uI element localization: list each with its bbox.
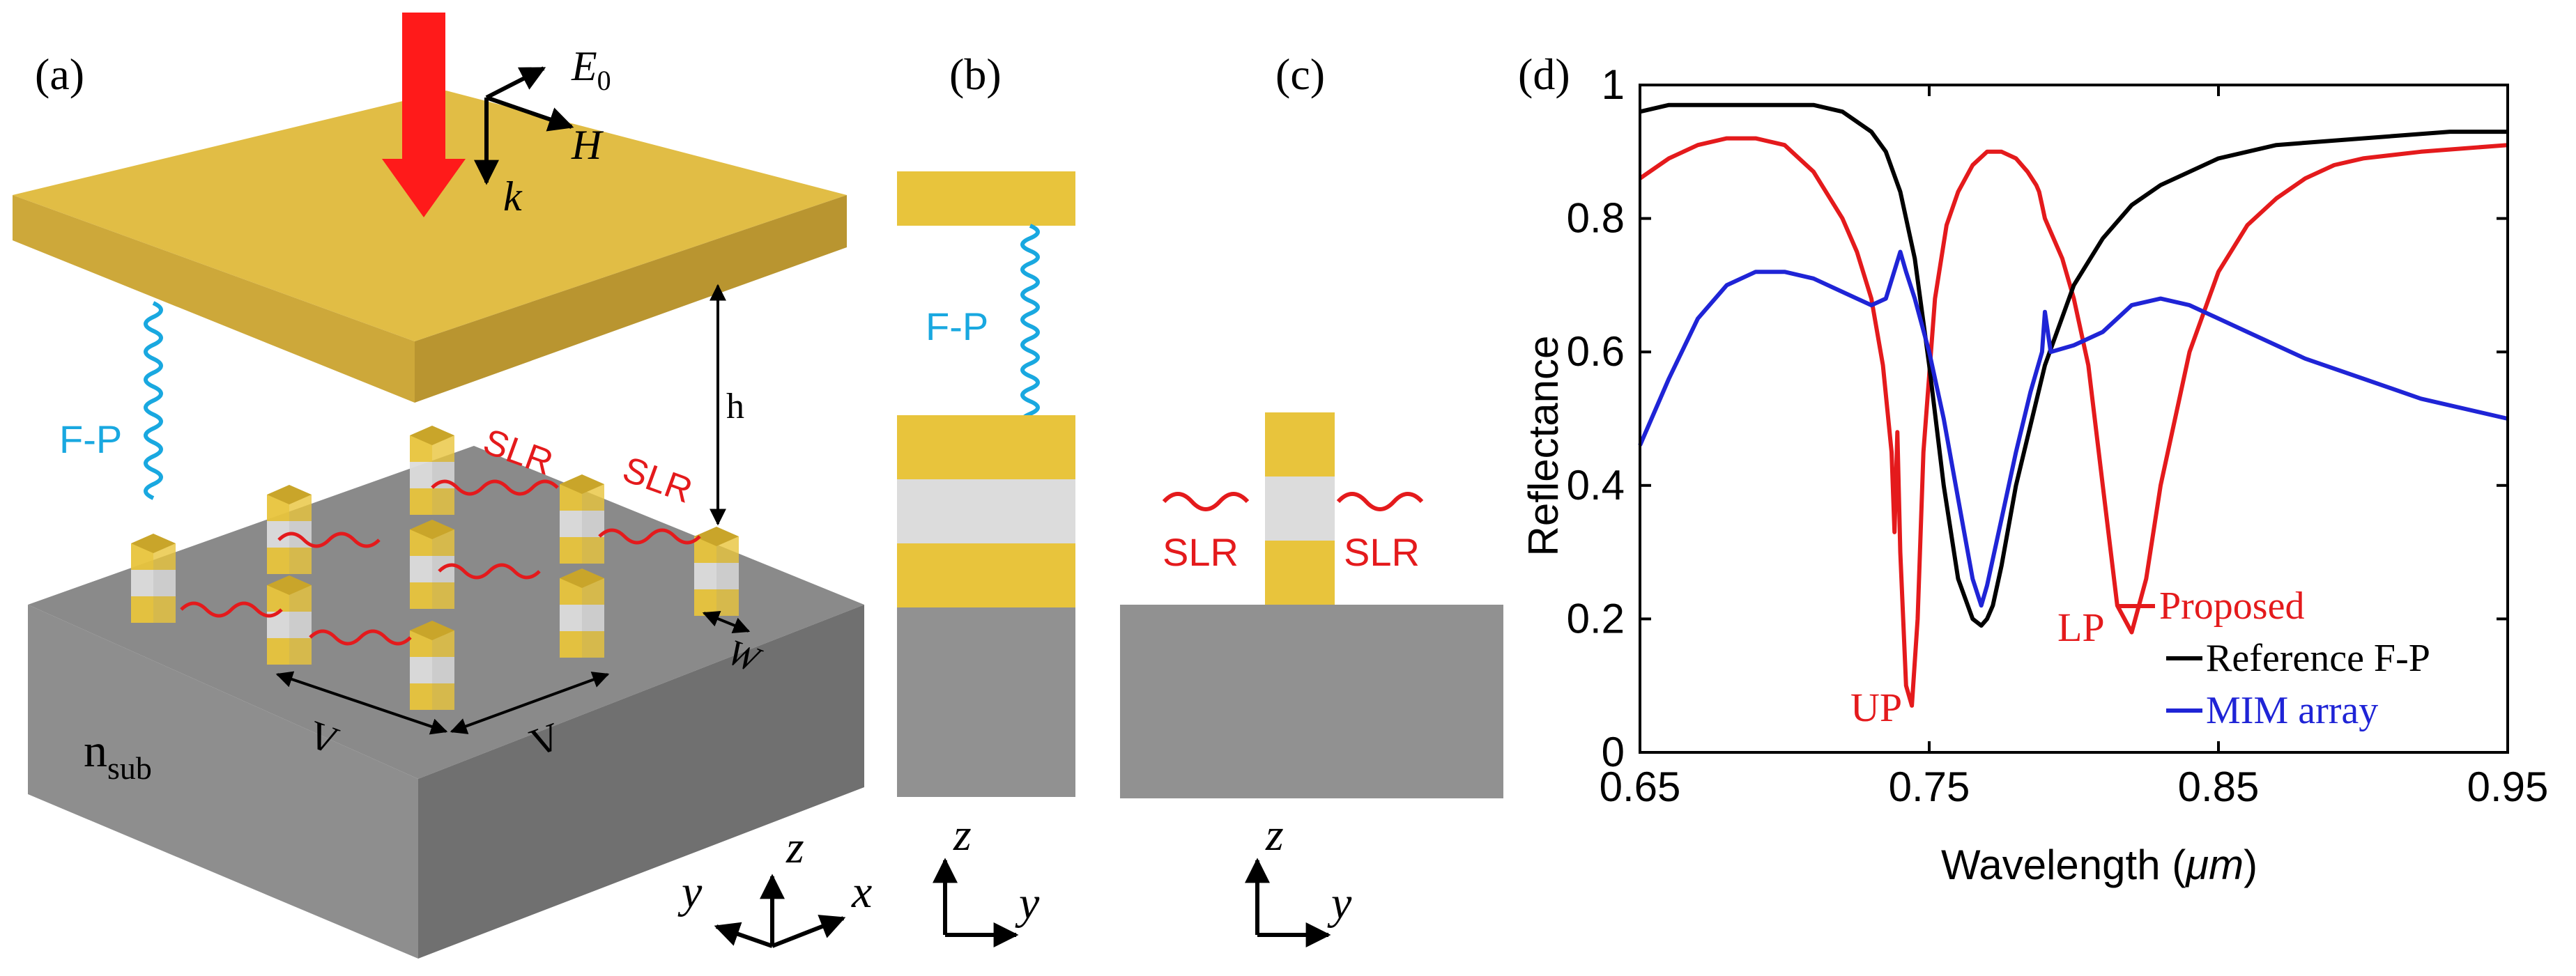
- polarization-triad: [474, 66, 574, 185]
- y-tick-label: 1: [1602, 61, 1625, 108]
- axis-z-c: z: [1265, 810, 1284, 860]
- pillar: [267, 485, 312, 574]
- series-line-reference-f-p: [1639, 102, 2508, 628]
- b-spacer: [897, 479, 1075, 543]
- substrate-block: [28, 446, 864, 959]
- b-fp-wave: [1020, 224, 1040, 441]
- legend-reference: Reference F-P: [2206, 637, 2430, 680]
- panel-b-label: (b): [949, 49, 1002, 99]
- nsub-label: nsub: [84, 724, 152, 786]
- e0-label: E0: [571, 43, 611, 96]
- up-annotation: UP: [1850, 685, 1902, 730]
- pillar: [410, 621, 454, 710]
- axes-c: [1245, 858, 1331, 947]
- x-tick-label: 0.85: [2178, 764, 2260, 810]
- top-gold-plate: [13, 91, 847, 403]
- slr-label-c1: SLR: [1163, 530, 1239, 574]
- c-slr-waves: [1162, 492, 1424, 511]
- fp-wave: [144, 301, 163, 500]
- series-line-proposed: [1639, 136, 2508, 708]
- lp-annotation: LP: [2057, 605, 2105, 650]
- incident-arrow: [382, 13, 466, 217]
- pillar: [267, 575, 312, 665]
- panel-c: (c) SLR SLR z y: [1120, 49, 1503, 947]
- pillar: [694, 527, 739, 616]
- axis-y-c: y: [1327, 878, 1352, 929]
- panel-a-label: (a): [35, 49, 84, 99]
- lambda-arrow-1: [275, 671, 448, 735]
- c-gold-1: [1265, 412, 1335, 477]
- b-substrate: [897, 607, 1075, 797]
- x-tick-label: 0.65: [1600, 764, 1681, 810]
- reflectance-chart: 0.65 0.75 0.85 0.95 0 0.2 0.4 0.6 0.8 1: [1567, 61, 2549, 810]
- axis-z-a: z: [785, 822, 804, 873]
- b-top-gold: [897, 171, 1075, 226]
- series-line-mim-array: [1638, 249, 2508, 608]
- panel-b: (b) F-P z y: [897, 49, 1075, 947]
- c-gold-2: [1265, 541, 1335, 605]
- fp-label-b: F-P: [926, 304, 988, 348]
- x-axis-label: Wavelength (μm): [1941, 842, 2257, 888]
- lambda-arrow-2: [450, 672, 610, 734]
- x-tick-label: 0.75: [1889, 764, 1970, 810]
- h-label: h: [726, 387, 744, 426]
- legend: Proposed Reference F-P MIM array: [2119, 584, 2430, 732]
- axis-z-b: z: [953, 810, 972, 860]
- axis-y-a: y: [677, 867, 703, 917]
- h-field-label: H: [571, 122, 604, 168]
- plot-frame: [1639, 84, 2509, 754]
- y-tick-label: 0.8: [1567, 195, 1625, 242]
- pillar: [410, 520, 454, 609]
- pillar: [560, 474, 604, 564]
- axes-b: [933, 858, 1019, 947]
- panel-c-label: (c): [1275, 49, 1325, 99]
- y-tick-label: 0: [1602, 729, 1625, 775]
- axes-a: [714, 874, 846, 948]
- legend-mim: MIM array: [2206, 689, 2378, 732]
- panel-d-label: (d): [1518, 49, 1570, 99]
- c-substrate: [1120, 605, 1503, 798]
- slr-label-c2: SLR: [1344, 530, 1420, 574]
- w-arrow: [702, 611, 751, 633]
- panel-d: (d) 0.65 0.75 0.85 0.95 0 0.2 0.4 0.6 0.8 1 Refle…: [1518, 49, 2548, 888]
- k-label: k: [503, 173, 523, 219]
- legend-proposed: Proposed: [2159, 584, 2304, 628]
- panel-a: (a) nsub F-P SLR SLR: [13, 13, 872, 959]
- axis-y-b: y: [1015, 878, 1040, 929]
- y-tick-label: 0.2: [1567, 595, 1625, 642]
- y-axis-label: Reflectance: [1520, 336, 1567, 557]
- y-tick-label: 0.6: [1567, 328, 1625, 375]
- b-gold-2: [897, 543, 1075, 607]
- x-tick-label: 0.95: [2467, 764, 2549, 810]
- slr-waves: [180, 479, 701, 646]
- pillar: [410, 426, 454, 515]
- axis-x-a: x: [851, 867, 872, 917]
- pillar: [131, 534, 176, 623]
- b-gold-1: [897, 415, 1075, 479]
- c-spacer: [1265, 477, 1335, 541]
- fp-label-a: F-P: [59, 417, 122, 461]
- y-tick-label: 0.4: [1567, 462, 1625, 509]
- slr-label-a2: SLR: [618, 449, 698, 511]
- pillar: [560, 568, 604, 658]
